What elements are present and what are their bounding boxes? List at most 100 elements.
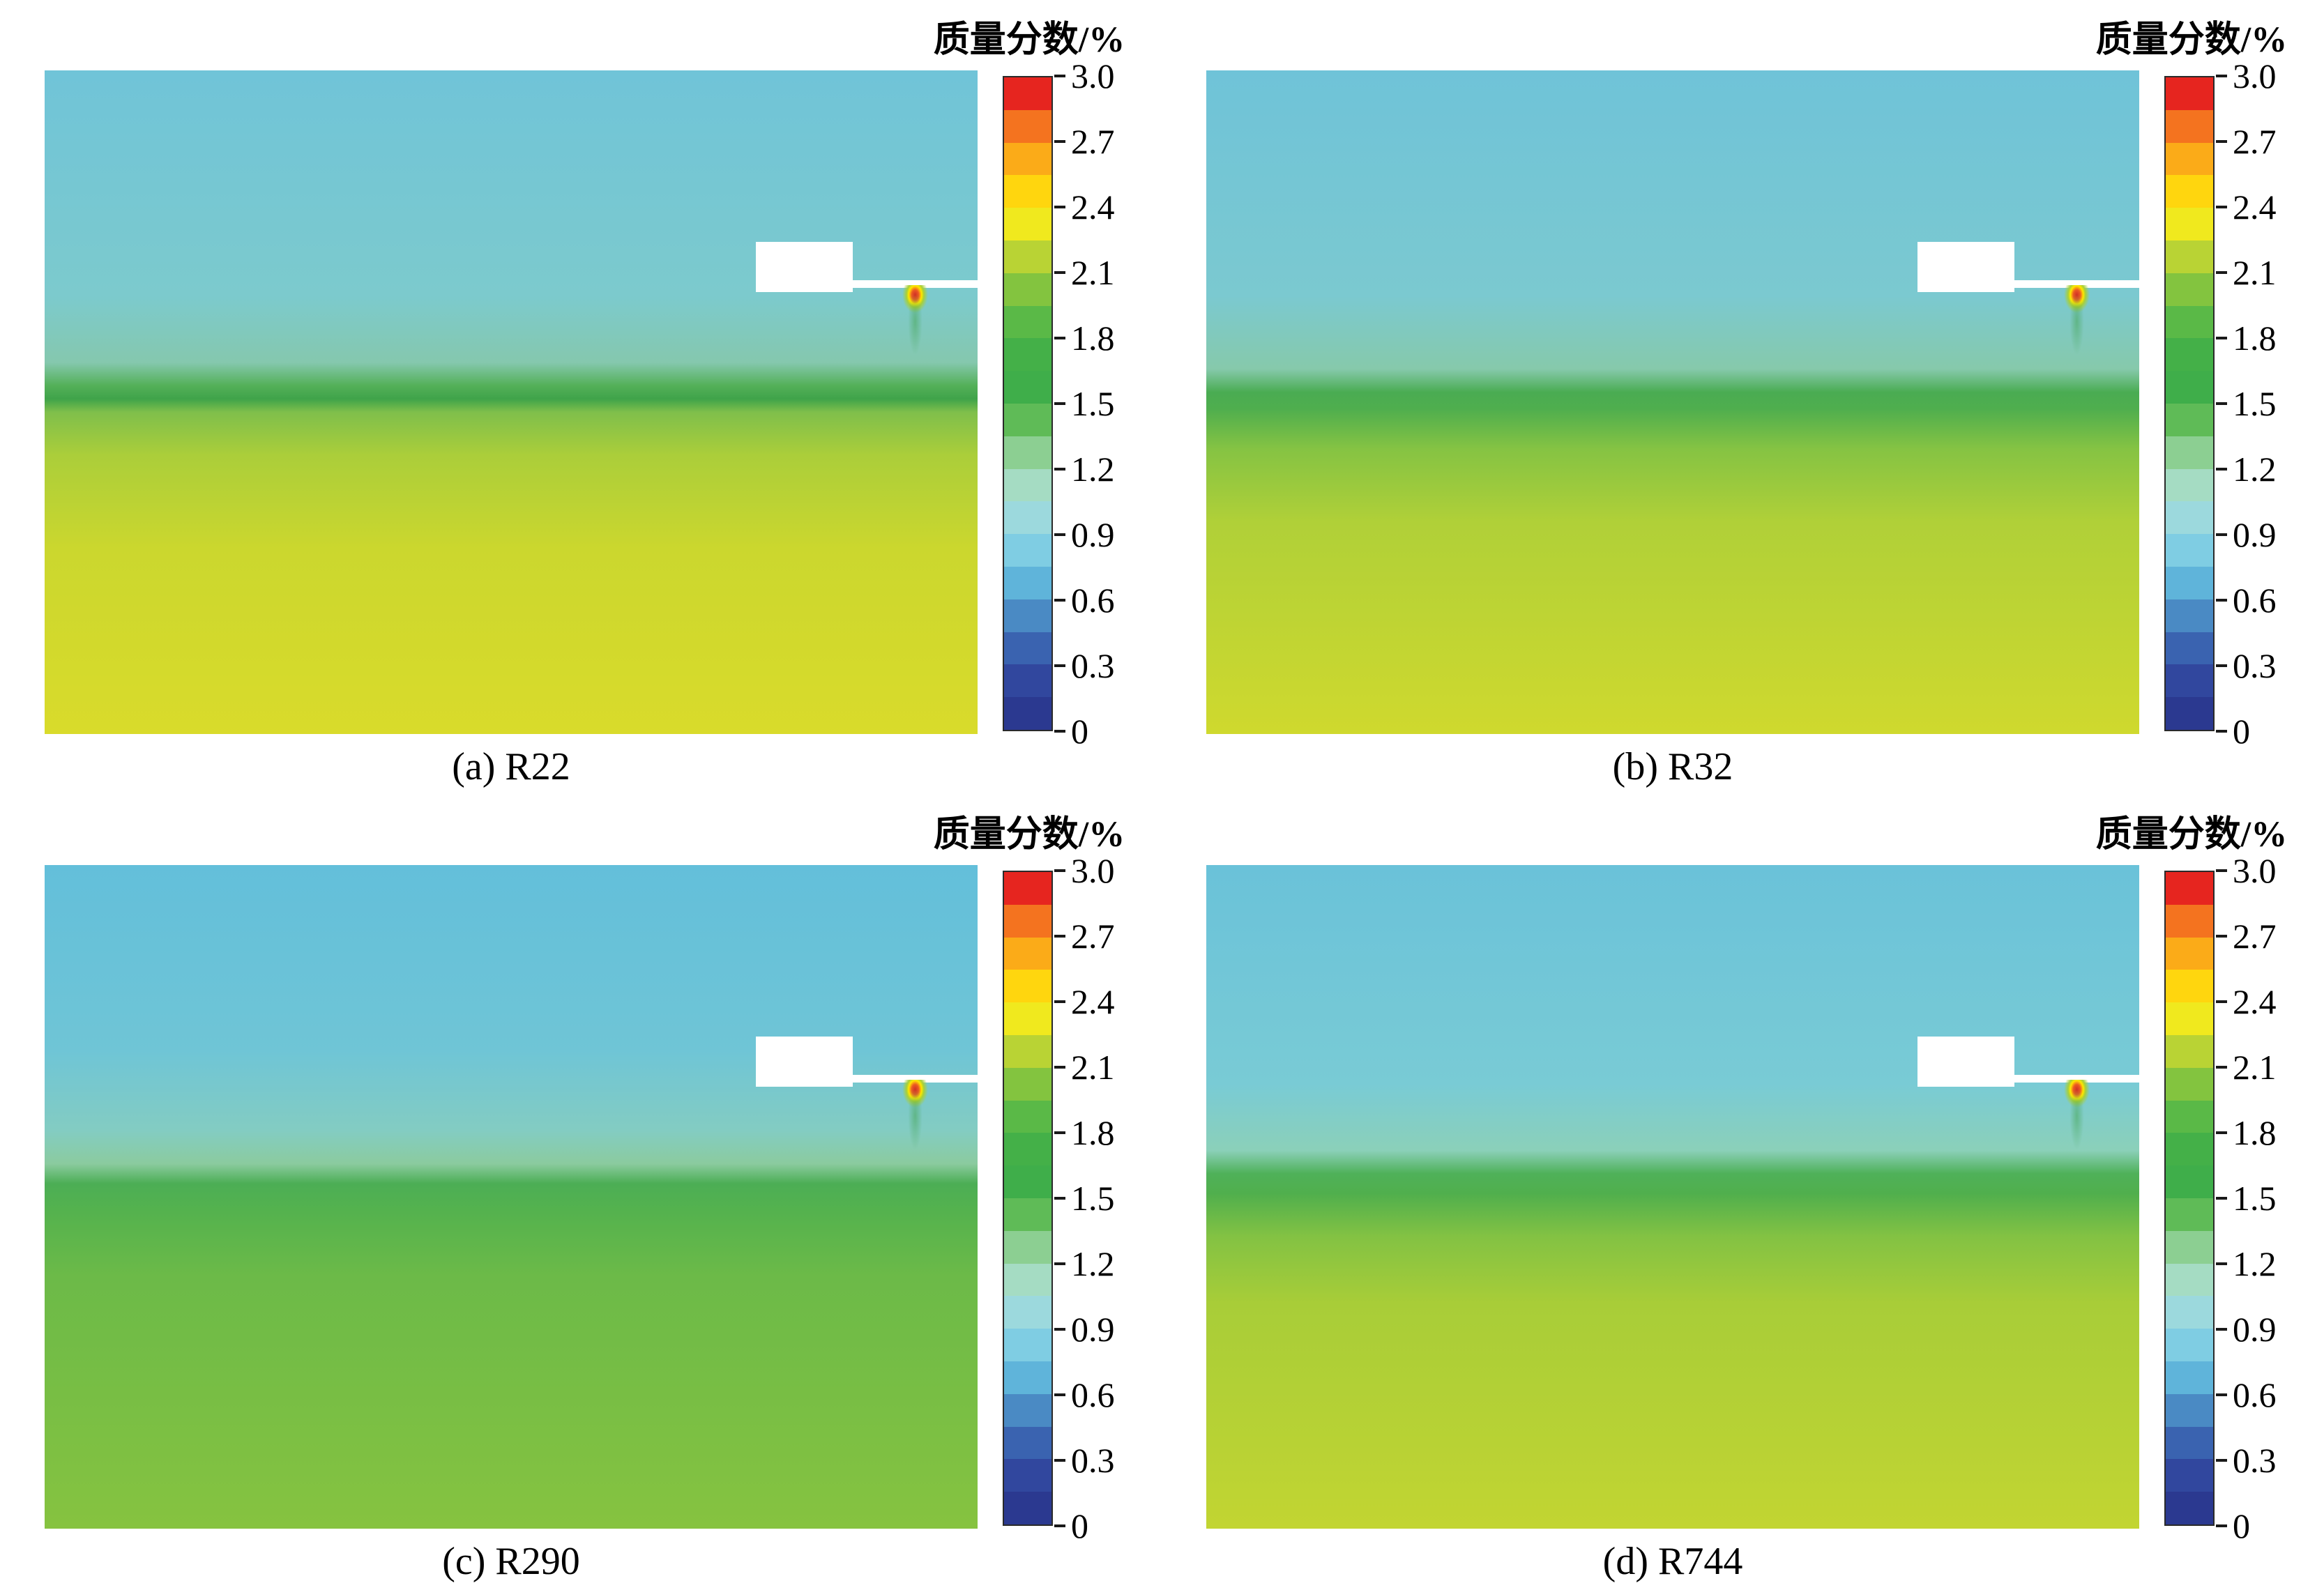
colorbar-segment xyxy=(2166,1198,2213,1231)
colorbar-segment xyxy=(2166,1426,2213,1460)
tick-label: 2.1 xyxy=(2233,253,2277,292)
colorbar-tick: 3.0 xyxy=(2216,853,2277,888)
colorbar-segment xyxy=(1004,1393,1051,1427)
tick-mark xyxy=(2216,599,2227,602)
colorbar-tick: 0.6 xyxy=(2216,1377,2277,1412)
colorbar-segment xyxy=(2166,1263,2213,1297)
tick-label: 2.1 xyxy=(1071,253,1115,292)
colorbar-tick: 2.7 xyxy=(1054,919,1115,954)
indoor-unit-shape xyxy=(755,1036,853,1087)
colorbar-segment xyxy=(1004,403,1051,436)
tick-mark xyxy=(2216,75,2227,77)
colorbar-tick: 2.7 xyxy=(1054,124,1115,159)
colorbar-segment xyxy=(1004,1002,1051,1035)
tick-mark xyxy=(2216,869,2227,872)
colorbar-segment xyxy=(1004,468,1051,502)
colorbar-segment xyxy=(1004,872,1051,905)
tick-label: 0.9 xyxy=(2233,515,2277,554)
colorbar-segment xyxy=(1004,970,1051,1003)
tick-mark xyxy=(1054,206,1065,208)
colorbar-tick: 0.3 xyxy=(1054,648,1115,683)
colorbar-segment xyxy=(1004,1198,1051,1231)
colorbar-segment xyxy=(1004,1296,1051,1329)
colorbar-ticks: 3.0 2.7 2.4 2.1 1.8 1.5 1.2 0.9 0.6 0.3 0 xyxy=(2216,59,2324,749)
colorbar-segment xyxy=(1004,1034,1051,1068)
colorbar-segment xyxy=(2166,208,2213,240)
tick-label: 3.0 xyxy=(2233,851,2277,890)
colorbar-segment xyxy=(2166,240,2213,273)
colorbar-segment xyxy=(1004,371,1051,404)
tick-mark xyxy=(2216,1262,2227,1265)
tick-label: 1.8 xyxy=(2233,319,2277,358)
tick-label: 0.3 xyxy=(1071,646,1115,685)
colorbar-tick: 2.4 xyxy=(2216,984,2277,1019)
colorbar-segment xyxy=(1004,338,1051,372)
tick-label: 1.8 xyxy=(1071,1113,1115,1152)
tick-mark xyxy=(1054,1393,1065,1396)
colorbar-wrap: 3.0 2.7 2.4 2.1 1.8 1.5 1.2 0.9 0.6 0.3 0 xyxy=(2164,853,2324,1543)
colorbar-segment xyxy=(2166,1133,2213,1166)
tick-label: 1.5 xyxy=(1071,1179,1115,1218)
colorbar-segment xyxy=(2166,664,2213,698)
colorbar-segment xyxy=(1004,1230,1051,1264)
colorbar-segment xyxy=(2166,937,2213,970)
colorbar-tick: 1.8 xyxy=(1054,321,1115,356)
colorbar-segment xyxy=(1004,904,1051,938)
tick-label: 0 xyxy=(1071,712,1088,751)
tick-label: 2.7 xyxy=(1071,917,1115,956)
colorbar-segment xyxy=(1004,305,1051,339)
tick-mark xyxy=(2216,468,2227,471)
colorbar-segment xyxy=(1004,208,1051,240)
colorbar-segment xyxy=(1004,175,1051,208)
tick-label: 1.2 xyxy=(2233,1244,2277,1283)
colorbar-ticks: 3.0 2.7 2.4 2.1 1.8 1.5 1.2 0.9 0.6 0.3 0 xyxy=(1054,59,1163,749)
tick-label: 0.9 xyxy=(1071,515,1115,554)
colorbar-tick: 2.1 xyxy=(2216,1050,2277,1085)
colorbar-segment xyxy=(1004,240,1051,273)
colorbar-segment xyxy=(2166,142,2213,176)
tick-label: 2.4 xyxy=(1071,982,1115,1021)
contour-field-r32 xyxy=(1206,70,2139,734)
tick-mark xyxy=(1054,1262,1065,1265)
colorbar-segment xyxy=(2166,1067,2213,1101)
outlet-line xyxy=(2014,280,2139,288)
colorbar-segment xyxy=(1004,436,1051,469)
tick-label: 2.1 xyxy=(1071,1048,1115,1087)
leak-plume xyxy=(2058,1080,2095,1150)
contour-field-r290 xyxy=(45,865,978,1529)
tick-mark xyxy=(2216,935,2227,938)
indoor-unit-shape xyxy=(755,241,853,292)
colorbar-tick: 0 xyxy=(2216,714,2250,749)
outlet-line xyxy=(2014,1074,2139,1083)
tick-label: 0 xyxy=(2233,712,2250,751)
tick-label: 0.6 xyxy=(2233,581,2277,620)
colorbar-tick: 0.6 xyxy=(2216,583,2277,618)
tick-label: 2.4 xyxy=(1071,188,1115,227)
tick-mark xyxy=(2216,402,2227,405)
colorbar-tick: 1.8 xyxy=(2216,1115,2277,1150)
colorbar-segment xyxy=(2166,305,2213,339)
colorbar-tick: 1.2 xyxy=(1054,1246,1115,1281)
colorbar-segment xyxy=(2166,1393,2213,1427)
colorbar-tick: 2.4 xyxy=(1054,984,1115,1019)
colorbar-tick: 1.2 xyxy=(2216,452,2277,487)
colorbar-segment xyxy=(2166,371,2213,404)
colorbar-segment xyxy=(1004,1426,1051,1460)
tick-label: 3.0 xyxy=(1071,56,1115,95)
tick-mark xyxy=(2216,140,2227,143)
tick-label: 2.7 xyxy=(2233,122,2277,161)
tick-mark xyxy=(1054,533,1065,536)
tick-mark xyxy=(1054,271,1065,274)
tick-mark xyxy=(2216,664,2227,667)
colorbar-tick: 2.4 xyxy=(2216,190,2277,224)
tick-mark xyxy=(1054,402,1065,405)
colorbar-tick: 0 xyxy=(1054,714,1088,749)
colorbar-segment xyxy=(1004,501,1051,535)
tick-label: 2.4 xyxy=(2233,982,2277,1021)
leak-plume xyxy=(2058,285,2095,356)
colorbar-segment xyxy=(2166,599,2213,632)
tick-label: 2.7 xyxy=(2233,917,2277,956)
tick-label: 2.4 xyxy=(2233,188,2277,227)
panel-r290: 质量分数/% 3.0 2.7 2.4 2.1 1.8 1.5 1.2 0.9 0.6 0.3 0 (… xyxy=(0,795,1162,1590)
